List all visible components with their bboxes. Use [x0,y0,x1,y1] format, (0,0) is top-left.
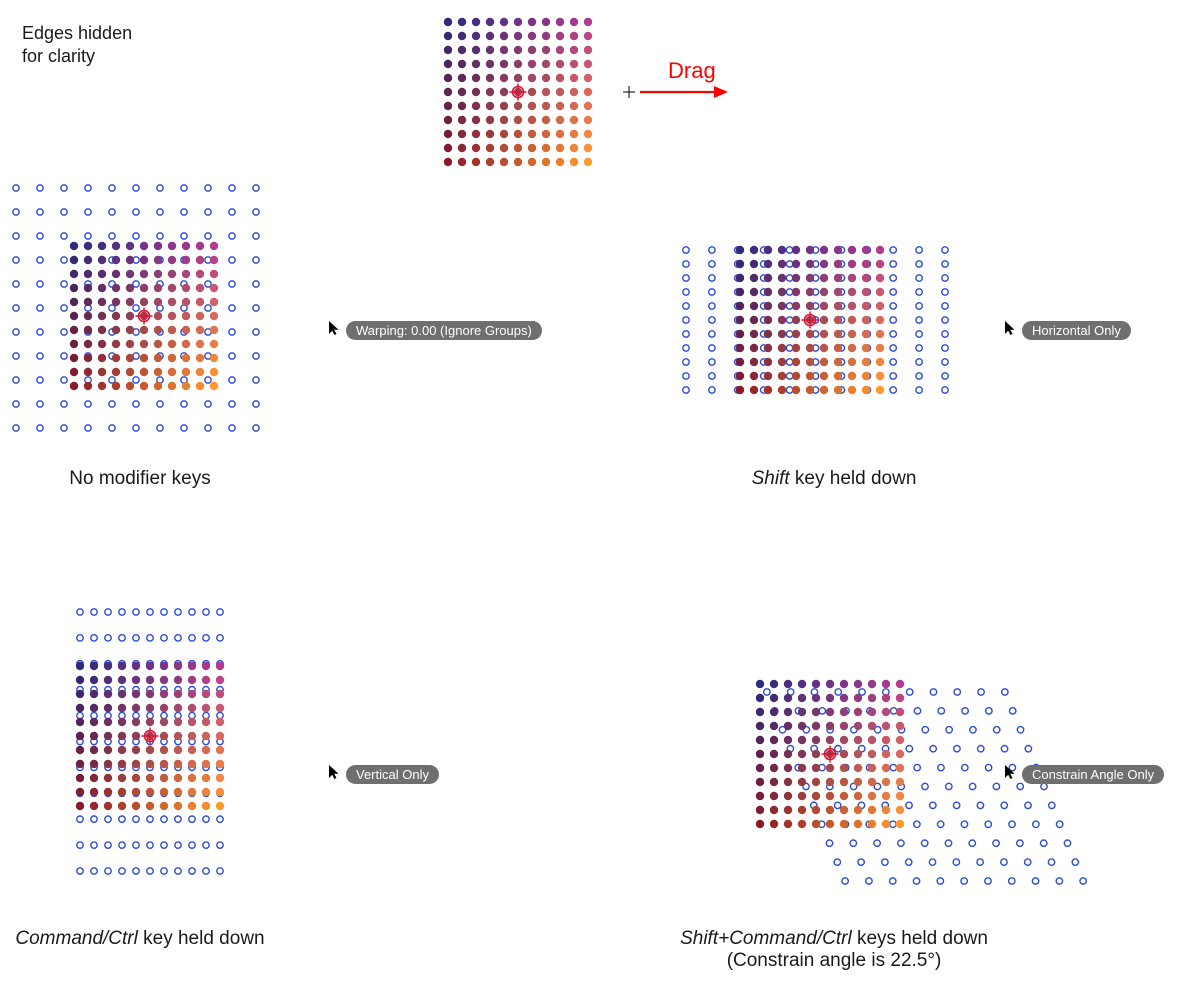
caption-shiftcmd-rest: keys held down [852,928,988,949]
caption-shiftcmd-prefix: Shift+Command/Ctrl [680,928,852,949]
caption-shift: Shift key held down [634,468,1034,490]
cursor-arrow-icon [1004,764,1016,785]
caption-shiftcmd: Shift+Command/Ctrl keys held down (Const… [634,928,1034,972]
caption-shiftcmd-sub: (Constrain angle is 22.5°) [634,950,1034,972]
tooltip-shift-wrap: Horizontal Only [1004,320,1131,341]
tooltip-shiftcmd: Constrain Angle Only [1022,765,1164,784]
tooltip-shift: Horizontal Only [1022,321,1131,340]
caption-shift-prefix: Shift [752,468,790,489]
tooltip-shiftcmd-wrap: Constrain Angle Only [1004,764,1164,785]
cursor-arrow-icon [1004,320,1016,341]
caption-shift-rest: key held down [790,468,917,489]
